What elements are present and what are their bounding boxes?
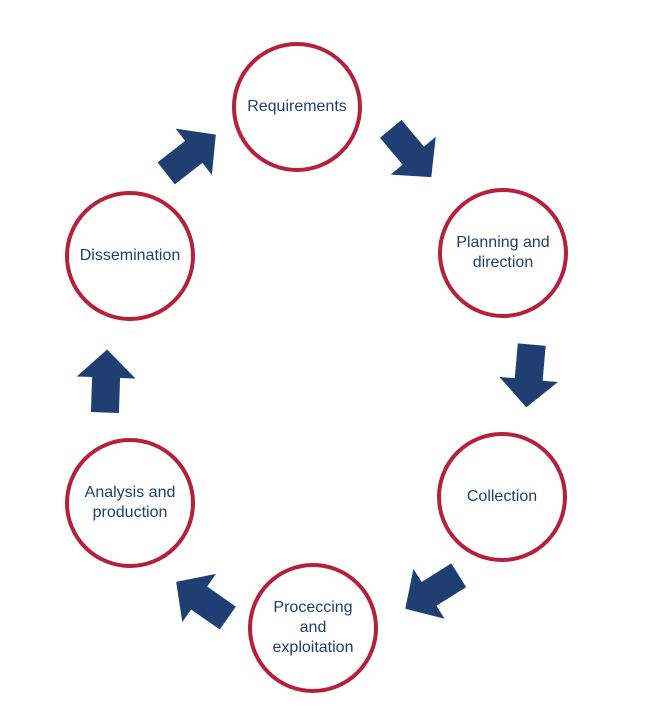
arrow-dissemination-to-requirements — [142, 105, 240, 203]
node-label: Collection — [461, 481, 543, 513]
node-label: Requirements — [241, 91, 353, 123]
node-label: Analysis and production — [69, 477, 191, 529]
cycle-diagram: Requirements Planning and direction Collec… — [0, 0, 650, 720]
node-planning: Planning and direction — [438, 188, 568, 318]
node-label: Planning and direction — [442, 227, 564, 279]
arrow-processing-to-analysis — [153, 551, 250, 648]
arrow-collection-to-processing — [384, 544, 480, 640]
node-analysis: Analysis and production — [65, 438, 195, 568]
node-label: Dissemination — [74, 240, 186, 272]
arrow-requirements-to-planning — [362, 104, 461, 203]
node-label: Proceccing and exploitation — [252, 592, 374, 664]
arrow-planning-to-collection — [491, 338, 567, 414]
node-processing: Proceccing and exploitation — [248, 563, 378, 693]
node-requirements: Requirements — [232, 42, 362, 172]
node-collection: Collection — [437, 432, 567, 562]
node-dissemination: Dissemination — [65, 191, 195, 321]
arrow-analysis-to-dissemination — [70, 345, 142, 417]
